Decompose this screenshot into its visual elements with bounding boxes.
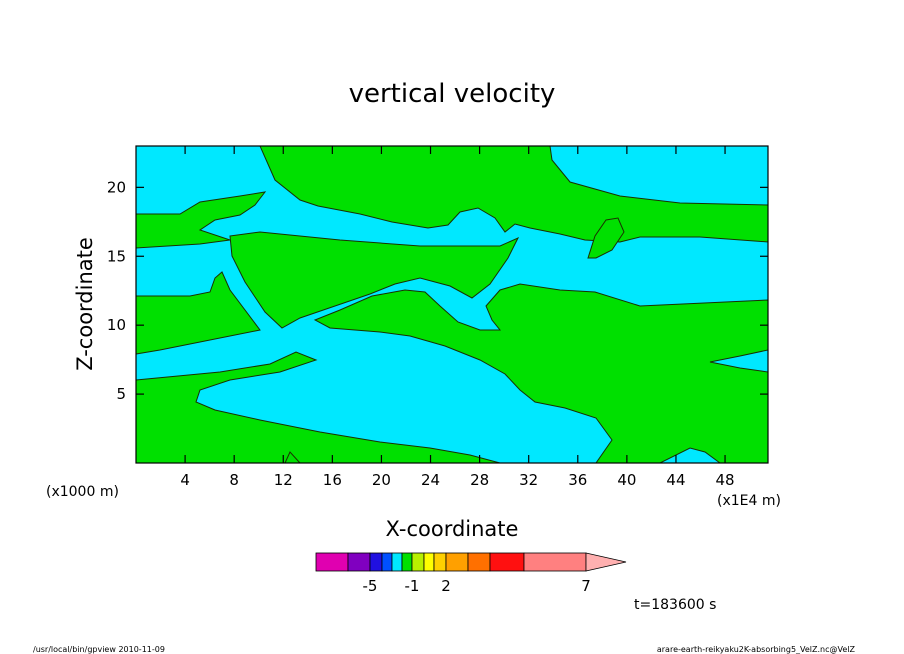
colorbar-segment (347, 552, 371, 572)
positive-region-mid-left (135, 271, 261, 355)
positive-region-center-lens (229, 231, 520, 329)
colorbar-segment (381, 552, 393, 572)
x-tick-label: 20 (372, 471, 391, 489)
x-tick-label: 28 (470, 471, 489, 489)
x-tick-label: 48 (716, 471, 735, 489)
colorbar-tick-label: -1 (405, 577, 420, 595)
positive-region-band-left (135, 191, 267, 249)
y-tick-label: 15 (107, 247, 126, 265)
y-tick-label: 20 (107, 178, 126, 196)
x-tick-label: 12 (274, 471, 293, 489)
colorbar-segment (433, 552, 447, 572)
colorbar-arrow (585, 552, 627, 572)
x-tick-label: 8 (229, 471, 239, 489)
y-axis-label: Z-coordinate (73, 237, 97, 371)
x-tick-label: 44 (666, 471, 685, 489)
chart-title: vertical velocity (349, 79, 556, 109)
colorbar-segment (401, 552, 413, 572)
y-axis: 5 10 15 20 (107, 178, 768, 403)
positive-region-small-loop (587, 217, 625, 259)
x-axis: 4 8 12 16 20 24 28 32 36 40 44 48 (180, 146, 735, 489)
x-tick-label: 4 (180, 471, 190, 489)
colorbar-segment (489, 552, 525, 572)
plot-frame (135, 145, 769, 464)
footer-right: arare-earth-reikyaku2K-absorbing5_VelZ.n… (657, 645, 856, 654)
colorbar-segment (369, 552, 383, 572)
colorbar-segment (423, 552, 435, 572)
x-tick-label: 32 (519, 471, 538, 489)
y-tick-label: 10 (107, 316, 126, 334)
y-unit-label: (x1000 m) (46, 484, 119, 500)
x-unit-label: (x1E4 m) (717, 493, 781, 509)
colorbar-tick-label: 2 (441, 577, 451, 595)
positive-region-top-left (259, 145, 769, 243)
time-label: t=183600 s (634, 597, 716, 613)
plot-area (135, 145, 769, 464)
colorbar-segment (315, 552, 349, 572)
x-tick-label: 24 (421, 471, 440, 489)
colorbar: -5 -1 2 7 (315, 552, 627, 595)
x-axis-label: X-coordinate (386, 517, 519, 541)
x-tick-label: 16 (323, 471, 342, 489)
colorbar-segment (445, 552, 469, 572)
colorbar-segment (523, 552, 587, 572)
footer-left: /usr/local/bin/gpview 2010-11-09 (33, 645, 165, 654)
positive-region-bottom-left (135, 351, 501, 464)
x-tick-label: 40 (617, 471, 636, 489)
y-tick-label: 5 (116, 385, 126, 403)
colorbar-tick-label: 7 (581, 577, 591, 595)
colorbar-segment (411, 552, 425, 572)
x-tick-label: 36 (568, 471, 587, 489)
colorbar-tick-label: -5 (363, 577, 378, 595)
colorbar-segment (467, 552, 491, 572)
colorbar-segment (391, 552, 403, 572)
